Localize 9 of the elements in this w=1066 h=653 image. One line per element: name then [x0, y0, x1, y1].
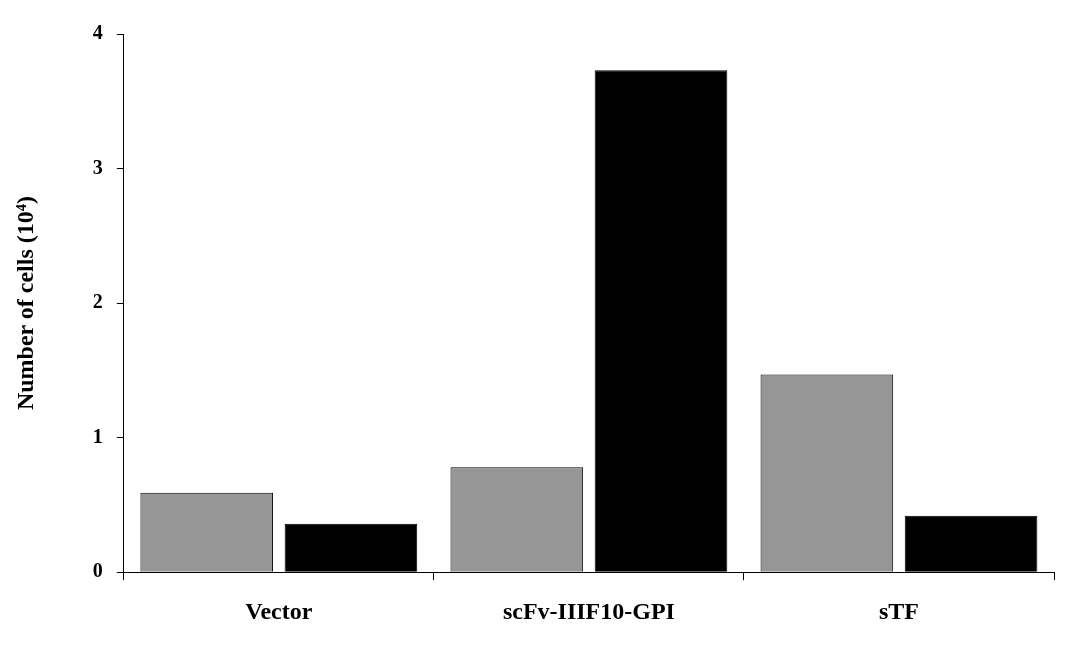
y-tick-label: 0 — [92, 559, 103, 582]
x-tick-label: Vector — [245, 597, 313, 624]
x-tick-label: scFv-IIIF10-GPI — [502, 597, 675, 624]
y-tick-label: 3 — [92, 155, 103, 178]
x-tick-label: sTF — [878, 597, 919, 624]
y-tick-label: 1 — [92, 424, 103, 447]
y-axis-title: Number of cells (10⁴) — [11, 196, 38, 411]
y-tick-label: 2 — [92, 290, 103, 313]
y-tick-label: 4 — [92, 21, 103, 44]
